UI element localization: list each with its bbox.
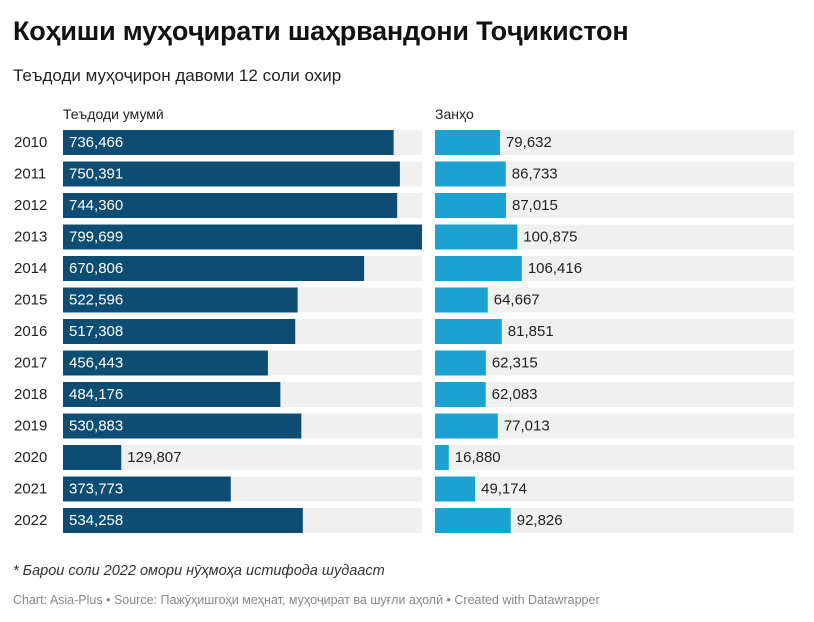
bar-1-2018 <box>435 382 486 407</box>
bar-value-label-1-2020: 16,880 <box>455 449 501 466</box>
bar-1-2020 <box>435 445 449 470</box>
bar-0-2012 <box>63 193 398 218</box>
bar-1-2013 <box>435 224 518 250</box>
bar-1-2021 <box>435 476 476 502</box>
bar-value-label-0-2012: 744,360 <box>69 197 123 214</box>
bar-0-2014 <box>63 256 365 281</box>
bar-0-2022 <box>63 508 303 533</box>
bar-value-label-0-2021: 373,773 <box>69 481 123 498</box>
year-label-2012: 2012 <box>14 197 47 214</box>
bar-value-label-1-2018: 62,083 <box>492 386 538 403</box>
bar-value-label-0-2010: 736,466 <box>69 134 123 151</box>
bar-0-2020 <box>63 445 122 470</box>
year-label-2013: 2013 <box>14 229 47 246</box>
bar-1-2019 <box>435 413 498 439</box>
year-label-2011: 2011 <box>14 166 46 183</box>
bar-value-label-1-2021: 49,174 <box>481 481 527 498</box>
bar-value-label-0-2015: 522,596 <box>69 292 123 309</box>
year-label-2017: 2017 <box>14 355 47 372</box>
series-header-1: Занҳо <box>435 106 474 122</box>
bar-value-label-1-2014: 106,416 <box>528 260 582 277</box>
year-label-2019: 2019 <box>14 418 47 435</box>
footnote: * Барои соли 2022 омори нӯҳмоҳа истифода… <box>13 563 385 579</box>
bar-value-label-0-2016: 517,308 <box>69 323 123 340</box>
chart-footer: Chart: Asia-Plus • Source: Пажӯҳишгоҳи м… <box>13 593 600 607</box>
bar-value-label-1-2022: 92,826 <box>517 512 563 529</box>
bar-0-2015 <box>63 287 298 313</box>
bar-1-2017 <box>435 350 486 376</box>
bar-track-1-2020 <box>435 445 794 470</box>
year-label-2018: 2018 <box>14 386 47 403</box>
bar-value-label-1-2013: 100,875 <box>523 229 577 246</box>
bar-value-label-0-2018: 484,176 <box>69 386 123 403</box>
bar-value-label-0-2020: 129,807 <box>127 449 181 466</box>
bar-0-2018 <box>63 382 281 407</box>
bar-value-label-0-2013: 799,699 <box>69 229 123 246</box>
bar-value-label-0-2011: 750,391 <box>69 166 123 183</box>
bar-1-2012 <box>435 193 506 218</box>
bar-0-2010 <box>63 130 394 155</box>
bar-value-label-1-2015: 64,667 <box>494 292 540 309</box>
bar-1-2011 <box>435 161 506 187</box>
bar-0-2017 <box>63 350 268 376</box>
chart-title: Коҳиши муҳоҷирати шаҳрвандони Тоҷикистон <box>13 16 629 46</box>
bar-value-label-0-2014: 670,806 <box>69 260 123 277</box>
bar-value-label-1-2012: 87,015 <box>512 197 558 214</box>
bar-1-2010 <box>435 130 500 155</box>
year-label-2010: 2010 <box>14 134 47 151</box>
bar-chart: 2010 2011 2012 2013 2014 2015 2016 2017 2018 2019… <box>14 106 794 533</box>
bar-value-label-0-2022: 534,258 <box>69 512 123 529</box>
chart-subtitle: Теъдоди муҳоҷирон давоми 12 соли охир <box>13 66 342 85</box>
bar-0-2016 <box>63 319 296 344</box>
bar-0-2013 <box>63 224 422 250</box>
bar-1-2022 <box>435 508 511 533</box>
series-header-0: Теъдоди умумӣ <box>63 106 164 122</box>
bar-value-label-1-2016: 81,851 <box>508 323 554 340</box>
bar-0-2011 <box>63 161 400 187</box>
year-label-2015: 2015 <box>14 292 47 309</box>
bar-0-2019 <box>63 413 302 439</box>
bar-track-1-2021 <box>435 476 794 502</box>
year-label-2016: 2016 <box>14 323 47 340</box>
bar-1-2016 <box>435 319 502 344</box>
bar-value-label-0-2017: 456,443 <box>69 355 123 372</box>
bar-1-2015 <box>435 287 488 313</box>
bar-value-label-1-2011: 86,733 <box>512 166 558 183</box>
year-label-2022: 2022 <box>14 512 47 529</box>
bar-0-2021 <box>63 476 231 502</box>
bar-track-0-2020 <box>63 445 422 470</box>
bar-value-label-0-2019: 530,883 <box>69 418 123 435</box>
bar-value-label-1-2019: 77,013 <box>504 418 550 435</box>
bar-value-label-1-2010: 79,632 <box>506 134 552 151</box>
year-label-2021: 2021 <box>14 481 47 498</box>
bar-track-1-2015 <box>435 287 794 313</box>
bar-value-label-1-2017: 62,315 <box>492 355 538 372</box>
bar-track-1-2017 <box>435 350 794 376</box>
bar-track-1-2018 <box>435 382 794 407</box>
bar-1-2014 <box>435 256 522 281</box>
year-label-2020: 2020 <box>14 449 47 466</box>
year-label-2014: 2014 <box>14 260 47 277</box>
